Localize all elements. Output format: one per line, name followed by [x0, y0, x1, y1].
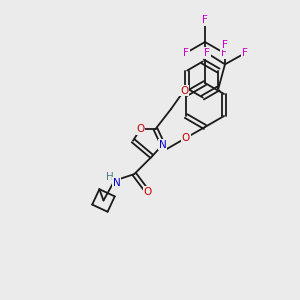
Text: F: F [205, 48, 210, 58]
Text: F: F [221, 48, 227, 58]
Text: N: N [112, 178, 120, 188]
Text: F: F [183, 48, 189, 58]
Text: O: O [136, 124, 145, 134]
Text: F: F [242, 48, 248, 58]
Text: O: O [182, 133, 190, 143]
Text: H: H [106, 172, 113, 182]
Text: N: N [159, 140, 166, 150]
Text: O: O [143, 187, 152, 197]
Text: O: O [180, 85, 188, 95]
Text: F: F [202, 15, 208, 25]
Text: F: F [222, 40, 228, 50]
